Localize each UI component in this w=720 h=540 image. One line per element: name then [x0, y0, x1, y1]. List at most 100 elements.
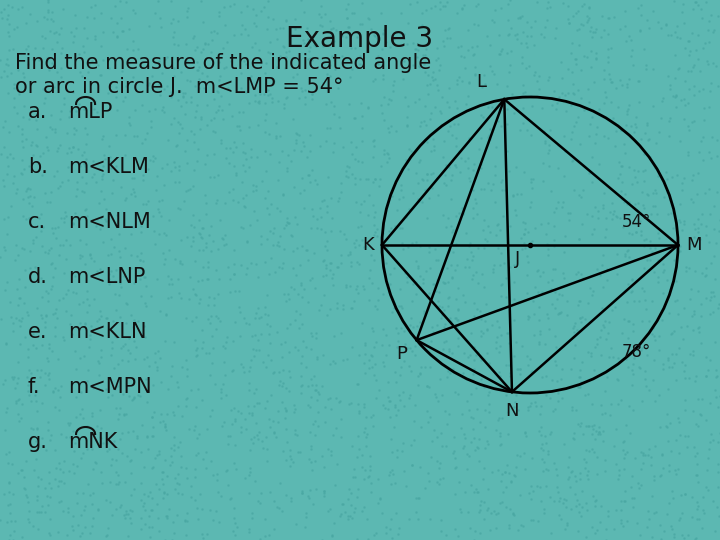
Point	[394, 396, 405, 404]
Point	[1, 71, 12, 80]
Point	[640, 61, 652, 70]
Point	[138, 273, 150, 282]
Point	[311, 180, 323, 188]
Point	[565, 365, 577, 374]
Point	[690, 534, 702, 540]
Point	[408, 436, 420, 444]
Point	[189, 290, 201, 299]
Point	[648, 268, 660, 276]
Point	[475, 159, 487, 168]
Point	[447, 449, 459, 457]
Point	[624, 228, 635, 237]
Point	[278, 104, 289, 112]
Point	[604, 411, 616, 420]
Point	[114, 283, 126, 292]
Point	[247, 4, 258, 13]
Point	[145, 292, 156, 300]
Point	[468, 369, 480, 378]
Point	[359, 369, 371, 377]
Point	[349, 503, 361, 512]
Point	[683, 264, 695, 273]
Point	[91, 266, 103, 275]
Point	[475, 163, 487, 172]
Point	[189, 223, 200, 232]
Point	[118, 510, 130, 519]
Point	[390, 479, 401, 488]
Point	[243, 30, 254, 39]
Point	[649, 164, 660, 173]
Point	[422, 90, 433, 98]
Point	[696, 5, 707, 14]
Point	[0, 340, 12, 348]
Point	[81, 444, 92, 453]
Point	[431, 477, 442, 486]
Point	[77, 298, 89, 306]
Point	[410, 238, 422, 246]
Point	[366, 251, 377, 259]
Point	[544, 125, 556, 134]
Point	[708, 26, 719, 35]
Point	[628, 494, 639, 503]
Point	[296, 174, 307, 183]
Point	[553, 198, 564, 207]
Point	[42, 354, 53, 362]
Point	[249, 97, 261, 105]
Point	[234, 332, 246, 341]
Point	[354, 207, 366, 216]
Point	[669, 73, 680, 82]
Point	[168, 433, 180, 441]
Point	[575, 19, 587, 28]
Point	[4, 500, 16, 509]
Point	[374, 174, 386, 183]
Point	[214, 102, 225, 111]
Point	[366, 351, 378, 360]
Point	[332, 303, 343, 312]
Point	[520, 91, 531, 100]
Point	[382, 100, 394, 109]
Point	[42, 426, 53, 434]
Point	[38, 13, 50, 22]
Point	[149, 104, 161, 113]
Point	[205, 48, 217, 57]
Point	[41, 197, 53, 206]
Point	[681, 322, 693, 330]
Point	[682, 98, 693, 107]
Point	[201, 274, 212, 283]
Point	[36, 366, 48, 374]
Point	[179, 110, 190, 118]
Point	[311, 224, 323, 232]
Point	[195, 0, 207, 5]
Point	[492, 219, 504, 228]
Point	[140, 81, 152, 90]
Point	[517, 103, 528, 112]
Point	[398, 402, 410, 410]
Point	[318, 351, 329, 360]
Point	[78, 105, 90, 113]
Point	[436, 515, 447, 524]
Point	[613, 466, 625, 475]
Point	[243, 123, 255, 131]
Point	[90, 458, 102, 467]
Point	[143, 107, 154, 116]
Point	[27, 522, 38, 531]
Point	[319, 242, 330, 251]
Point	[5, 201, 17, 210]
Point	[612, 174, 624, 183]
Point	[123, 24, 135, 33]
Point	[534, 84, 545, 93]
Point	[530, 282, 541, 291]
Point	[557, 364, 568, 373]
Point	[638, 264, 649, 273]
Point	[495, 330, 507, 339]
Point	[713, 300, 720, 309]
Point	[122, 346, 134, 354]
Point	[543, 161, 554, 170]
Point	[104, 157, 115, 165]
Point	[427, 134, 438, 143]
Point	[31, 507, 42, 516]
Point	[120, 319, 132, 327]
Point	[344, 250, 356, 259]
Point	[12, 469, 24, 477]
Point	[693, 0, 704, 9]
Point	[388, 423, 400, 431]
